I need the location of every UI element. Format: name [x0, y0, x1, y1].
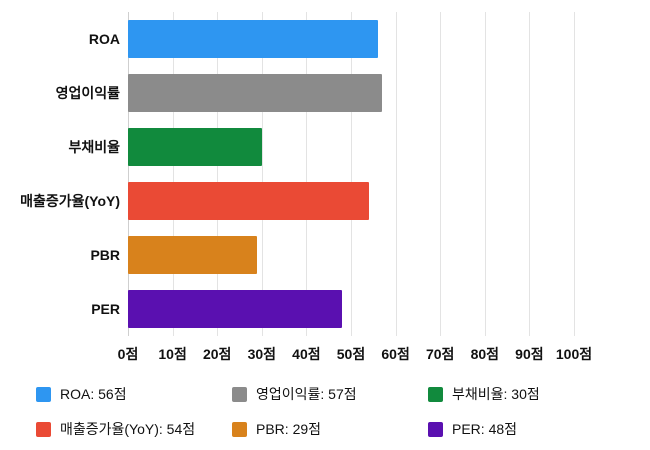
legend-swatch-icon: [428, 386, 443, 402]
legend-label: PBR: 29점: [256, 421, 322, 437]
bar-operating-margin: [128, 74, 383, 112]
gridline: [574, 12, 575, 336]
x-tick-label: 100점: [555, 346, 593, 362]
gridline: [306, 12, 308, 336]
legend-swatch-icon: [428, 421, 443, 437]
gridline: [529, 12, 531, 336]
chart-plot: [128, 12, 575, 336]
legend-label: 부채비율: 30점: [452, 386, 540, 402]
gridline: [217, 12, 219, 336]
bar-roa: [128, 20, 378, 58]
x-tick-label: 30점: [247, 346, 277, 362]
bar-row: [128, 12, 574, 66]
legend-item-per[interactable]: PER: 48점: [428, 419, 624, 439]
x-axis: 0점 10점 20점 30점 40점 50점 60점 70점 80점 90점 1…: [118, 336, 592, 370]
gridline: [440, 12, 442, 336]
legend: ROA: 56점 영업이익률: 57점 부채비율: 30점 매출증가율(YoY)…: [36, 384, 650, 439]
x-tick-label: 40점: [292, 346, 321, 362]
bar-pbr: [128, 236, 258, 274]
legend-swatch-icon: [232, 421, 247, 437]
plot-area: ROA 영업이익률 부채비율 매출증가율(YoY) PBR PER: [0, 12, 650, 336]
legend-label: 영업이익률: 57점: [256, 386, 357, 402]
x-tick-label: 50점: [336, 346, 366, 362]
legend-label: ROA: 56점: [60, 386, 127, 402]
legend-item-pbr[interactable]: PBR: 29점: [232, 419, 428, 439]
x-tick-label: 70점: [425, 346, 455, 362]
legend-label: PER: 48점: [452, 421, 518, 437]
gridline: [351, 12, 352, 336]
bar-row: [128, 282, 574, 336]
category-label: PBR: [90, 247, 120, 263]
gridline: [261, 12, 263, 336]
x-tick-label: 20점: [202, 346, 232, 362]
category-label: 매출증가율(YoY): [20, 193, 120, 209]
legend-swatch-icon: [232, 386, 247, 402]
legend-item-roa[interactable]: ROA: 56점: [36, 384, 232, 404]
legend-label: 매출증가율(YoY): 54점: [60, 421, 196, 437]
category-label: 부채비율: [68, 139, 120, 155]
bar-per: [128, 290, 343, 328]
x-tick-label: 80점: [470, 346, 500, 362]
gridline: [395, 12, 397, 336]
legend-swatch-icon: [36, 386, 51, 402]
bar-revenue-growth: [128, 182, 369, 220]
legend-item-debt-ratio[interactable]: 부채비율: 30점: [428, 384, 624, 404]
gridline: [484, 12, 486, 336]
bar-row: [128, 120, 574, 174]
category-label: 영업이익률: [55, 85, 120, 101]
x-tick-label: 0점: [117, 346, 139, 362]
x-tick-label: 10점: [158, 346, 187, 362]
x-tick-label: 60점: [381, 346, 410, 362]
bar-row: [128, 66, 574, 120]
bar-row: [128, 228, 574, 282]
gridline: [172, 12, 174, 336]
legend-item-operating-margin[interactable]: 영업이익률: 57점: [232, 384, 428, 404]
category-label: ROA: [88, 31, 120, 47]
legend-swatch-icon: [36, 421, 51, 437]
y-axis-labels: ROA 영업이익률 부채비율 매출증가율(YoY) PBR PER: [0, 12, 128, 336]
bar-debt-ratio: [128, 128, 262, 166]
bar-chart: ROA 영업이익률 부채비율 매출증가율(YoY) PBR PER: [0, 12, 650, 439]
legend-item-revenue-growth[interactable]: 매출증가율(YoY): 54점: [36, 419, 232, 439]
gridline: [128, 12, 129, 336]
x-tick-label: 90점: [515, 346, 544, 362]
bar-row: [128, 174, 574, 228]
category-label: PER: [91, 301, 120, 317]
